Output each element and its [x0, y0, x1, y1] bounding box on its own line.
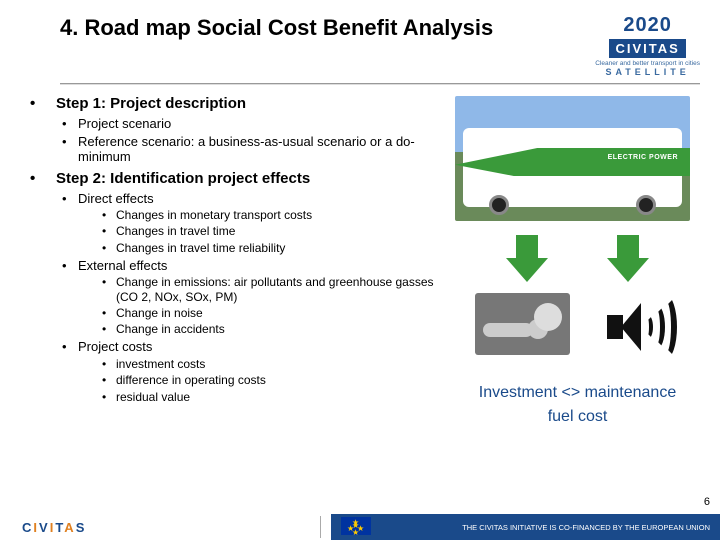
down-arrow-icon [506, 235, 548, 283]
footer-separator [320, 516, 321, 538]
external-effects-label: •External effects [30, 256, 455, 274]
page-number-small: 6 [704, 496, 710, 508]
direct-effects-label: •Direct effects [30, 189, 455, 207]
direct-effects-item: •Changes in travel time [30, 223, 455, 239]
project-costs-item: •difference in operating costs [30, 372, 455, 388]
bus-label: ELECTRIC POWER [608, 154, 678, 161]
project-costs-item: •investment costs [30, 356, 455, 372]
logo-satellite: SATELLITE [595, 67, 700, 77]
down-arrow-icon [607, 235, 649, 283]
footer-eu: THE CIVITAS INITIATIVE IS CO-FINANCED BY… [331, 514, 720, 540]
footer-logo: CIVITAS [0, 520, 320, 535]
logo-tagline: Cleaner and better transport in cities [595, 60, 700, 67]
content-left: •Step 1: Project description •Project sc… [30, 90, 455, 429]
project-costs-item: •residual value [30, 389, 455, 405]
external-effects-item: •Change in accidents [30, 321, 455, 337]
exhaust-icon [475, 293, 570, 355]
logo-brand: CIVITAS [609, 39, 685, 58]
external-effects-item: •Change in emissions: air pollutants and… [30, 274, 455, 305]
icons-row [455, 293, 700, 371]
step-1-heading: •Step 1: Project description [30, 90, 455, 114]
footer-eu-text: THE CIVITAS INITIATIVE IS CO-FINANCED BY… [462, 523, 710, 532]
header-logo: 2020 CIVITAS Cleaner and better transpor… [595, 14, 700, 77]
footer: CIVITAS THE CIVITAS INITIATIVE IS CO-FIN… [0, 514, 720, 540]
page-title: 4. Road map Social Cost Benefit Analysis [60, 14, 493, 42]
step-2-heading: •Step 2: Identification project effects [30, 165, 455, 189]
external-effects-item: •Change in noise [30, 305, 455, 321]
direct-effects-item: •Changes in travel time reliability [30, 240, 455, 256]
caption-line-1: Investment <> maintenance [455, 381, 700, 405]
logo-year: 2020 [595, 14, 700, 37]
speaker-icon [593, 287, 681, 365]
arrows-row [455, 221, 700, 293]
direct-effects-item: •Changes in monetary transport costs [30, 207, 455, 223]
step-1-item: •Reference scenario: a business-as-usual… [30, 132, 455, 165]
caption: Investment <> maintenance fuel cost [455, 371, 700, 429]
step-1-text: Step 1: Project description [56, 95, 455, 112]
step-2-text: Step 2: Identification project effects [56, 170, 455, 187]
caption-line-2: fuel cost [455, 405, 700, 429]
bus-image: ELECTRIC POWER [455, 96, 690, 221]
project-costs-label: •Project costs [30, 338, 455, 356]
step-1-item: •Project scenario [30, 114, 455, 132]
eu-flag-icon [341, 517, 371, 535]
content-right: ELECTRIC POWER Investment <> maintenan [455, 90, 700, 429]
